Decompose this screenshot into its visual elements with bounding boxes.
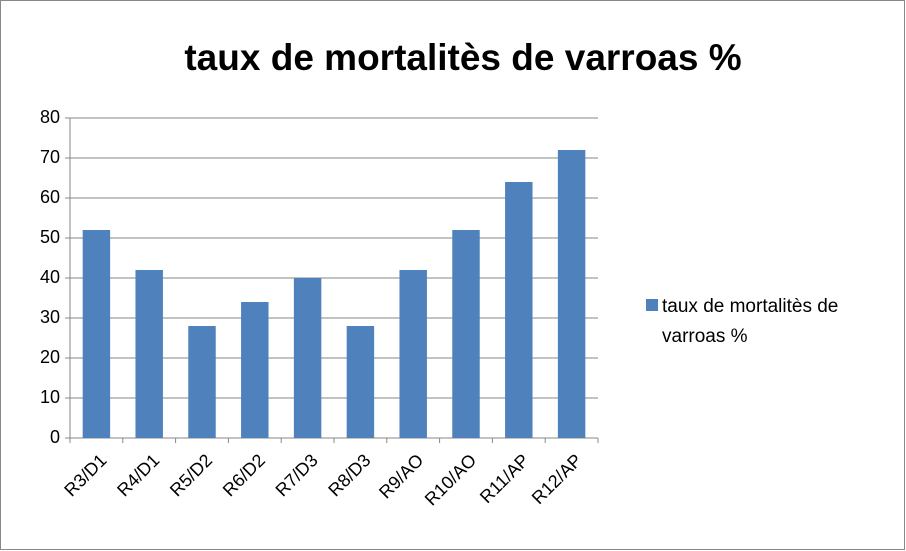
y-tick-label: 40 [40,267,60,287]
bar [241,302,269,438]
y-tick-label: 10 [40,387,60,407]
y-tick-label: 60 [40,187,60,207]
bar [452,230,480,438]
bar [293,278,322,438]
bar [505,182,533,438]
y-tick-label: 70 [40,147,60,167]
y-tick-label: 50 [40,227,60,247]
bar [346,326,375,438]
y-tick-label: 80 [40,107,60,127]
legend-swatch [646,299,658,311]
bar [188,326,216,438]
bar [135,270,163,438]
chart-title: taux de mortalitès de varroas % [184,37,741,78]
y-tick-label: 0 [50,427,60,447]
bar [82,230,111,438]
y-tick-label: 30 [40,307,60,327]
legend-label: taux de mortalitès de varroas % [662,296,839,347]
bar [399,270,427,438]
bar [557,150,586,438]
y-tick-label: 20 [40,347,60,367]
